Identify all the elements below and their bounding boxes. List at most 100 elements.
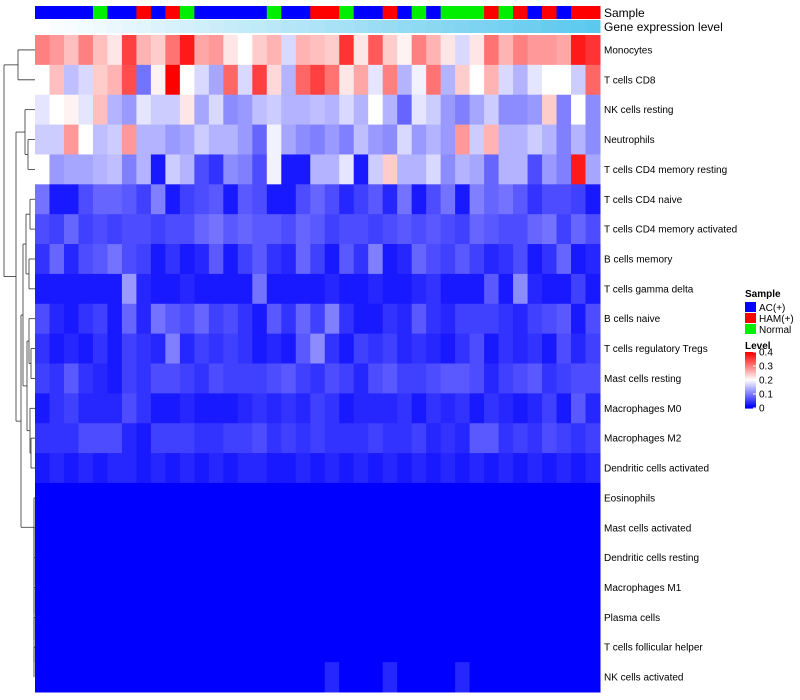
- heatmap-cell: [49, 632, 65, 663]
- heatmap-cell: [571, 333, 587, 364]
- heatmap-cell: [295, 94, 311, 126]
- heatmap-cell: [339, 542, 355, 574]
- heatmap-cell: [339, 244, 355, 275]
- heatmap-cell: [165, 214, 181, 245]
- heatmap-cell: [295, 244, 311, 275]
- heatmap-cell: [92, 482, 108, 514]
- heatmap-cell: [136, 363, 152, 394]
- sample-track-cell: [440, 6, 456, 19]
- sample-legend-label: HAM(+): [759, 314, 794, 325]
- heatmap-cell: [121, 602, 137, 633]
- heatmap-cell: [49, 512, 65, 544]
- heatmap-cell: [223, 363, 239, 394]
- heatmap-cell: [411, 35, 427, 66]
- heatmap-cell: [266, 94, 282, 126]
- level-legend-title: Level: [745, 341, 771, 352]
- heatmap-cell: [107, 393, 123, 424]
- heatmap-cell: [266, 35, 282, 66]
- heatmap-cell: [339, 512, 355, 544]
- heatmap-cell: [121, 214, 137, 245]
- heatmap-cell: [107, 244, 123, 275]
- heatmap-cell: [527, 303, 543, 335]
- heatmap-cell: [49, 363, 65, 394]
- expression-track-cell: [165, 20, 181, 33]
- heatmap-cell: [585, 124, 601, 155]
- heatmap-cell: [455, 244, 471, 275]
- heatmap-cell: [585, 273, 601, 305]
- level-legend-tick-label: 0.2: [759, 376, 773, 387]
- heatmap-cell: [571, 244, 587, 275]
- heatmap-cell: [571, 124, 587, 155]
- heatmap-cell: [411, 244, 427, 275]
- heatmap-cell: [252, 184, 268, 215]
- heatmap-cell: [498, 154, 514, 185]
- heatmap-cell: [281, 542, 297, 574]
- heatmap-cell: [397, 303, 413, 335]
- heatmap-cell: [513, 662, 529, 693]
- heatmap-cell: [411, 94, 427, 126]
- sample-track-cell: [498, 6, 514, 19]
- sample-track-cell: [339, 6, 355, 19]
- heatmap-cell: [368, 273, 384, 305]
- heatmap-cell: [150, 662, 166, 693]
- level-legend-tick-label: 0: [759, 404, 765, 415]
- heatmap-cell: [397, 154, 413, 185]
- heatmap-cell: [324, 512, 340, 544]
- heatmap-cell: [252, 482, 268, 514]
- heatmap-cell: [165, 632, 181, 663]
- level-legend-gradient-step: [745, 389, 756, 392]
- heatmap-cell: [585, 512, 601, 544]
- heatmap-cell: [339, 273, 355, 305]
- heatmap-cell: [513, 94, 529, 126]
- row-label: NK cells resting: [604, 105, 673, 116]
- heatmap-cell: [179, 453, 195, 484]
- heatmap-cell: [455, 572, 471, 603]
- heatmap-cell: [107, 602, 123, 633]
- row-label: T cells follicular helper: [604, 643, 703, 654]
- heatmap-cell: [35, 542, 50, 574]
- heatmap-cell: [455, 94, 471, 126]
- heatmap-cell: [63, 154, 79, 185]
- expression-track-cell: [353, 20, 369, 33]
- heatmap-cell: [295, 512, 311, 544]
- heatmap-cell: [78, 423, 94, 454]
- heatmap-cell: [194, 154, 210, 185]
- heatmap-cell: [469, 602, 485, 633]
- heatmap-cell: [63, 632, 79, 663]
- heatmap-cell: [121, 423, 137, 454]
- heatmap-cell: [78, 453, 94, 484]
- heatmap-cell: [324, 94, 340, 126]
- sample-track-cell: [63, 6, 79, 19]
- heatmap-cell: [339, 303, 355, 335]
- heatmap-cell: [252, 453, 268, 484]
- heatmap-cell: [252, 124, 268, 155]
- heatmap-cell: [455, 632, 471, 663]
- heatmap-cell: [440, 512, 456, 544]
- heatmap-cell: [498, 273, 514, 305]
- heatmap-cell: [585, 64, 601, 96]
- heatmap-cell: [92, 363, 108, 394]
- heatmap-cell: [179, 244, 195, 275]
- heatmap-cell: [411, 154, 427, 185]
- heatmap-cell: [78, 632, 94, 663]
- sample-track-cell: [353, 6, 369, 19]
- heatmap-cell: [324, 303, 340, 335]
- heatmap-cell: [237, 453, 253, 484]
- heatmap-cell: [165, 244, 181, 275]
- heatmap-cell: [542, 453, 558, 484]
- heatmap-cell: [397, 273, 413, 305]
- heatmap-cell: [310, 453, 326, 484]
- expression-track-cell: [121, 20, 137, 33]
- heatmap-cell: [484, 393, 500, 424]
- heatmap-cell: [266, 214, 282, 245]
- heatmap-cell: [542, 214, 558, 245]
- heatmap-cell: [339, 602, 355, 633]
- heatmap-cell: [397, 214, 413, 245]
- level-legend-gradient-step: [745, 371, 756, 374]
- heatmap-cell: [397, 35, 413, 66]
- heatmap-cell: [179, 423, 195, 454]
- heatmap-cell: [382, 542, 398, 574]
- heatmap-cell: [353, 333, 369, 364]
- expression-track-cell: [324, 20, 340, 33]
- heatmap-cell: [237, 572, 253, 603]
